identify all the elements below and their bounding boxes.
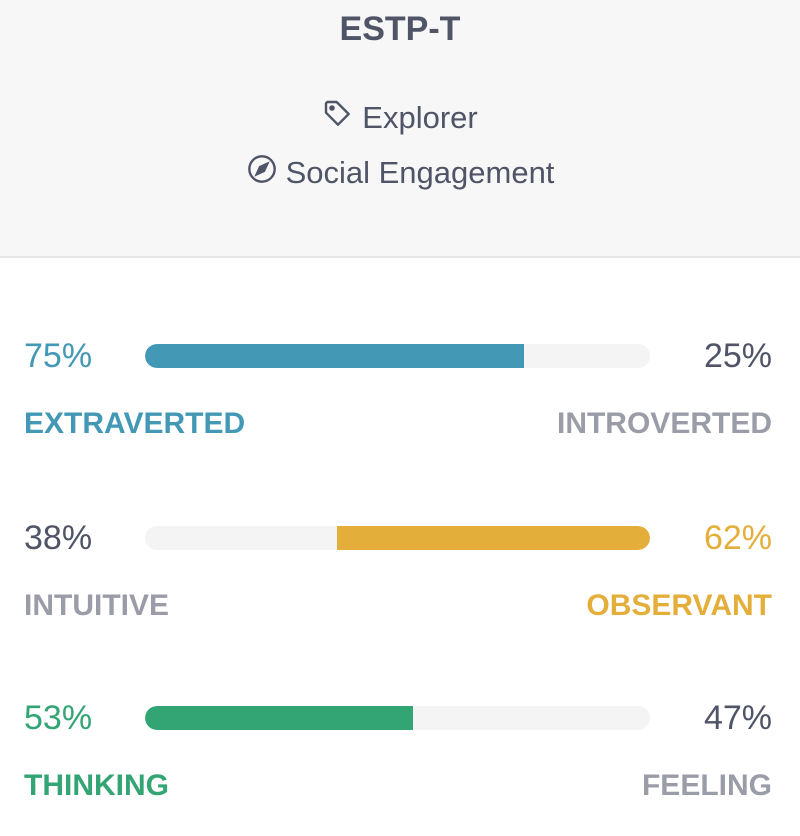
trait-bar-fill [336, 526, 650, 550]
role-label: Explorer [362, 100, 478, 135]
tag-icon [322, 98, 354, 138]
right-label: INTROVERTED [556, 407, 772, 440]
compass-icon [246, 153, 278, 193]
trait-row-nature: 53% 47% THINKING FEELING [0, 696, 800, 836]
trait-bar [145, 526, 650, 550]
trait-bar [145, 344, 650, 368]
trait-bar-fill [145, 344, 524, 368]
trait-row-energy: 75% 25% EXTRAVERTED INTROVERTED [0, 334, 800, 474]
right-label: FEELING [641, 769, 772, 802]
left-percent: 53% [24, 699, 93, 737]
left-percent: 75% [24, 337, 93, 375]
trait-bar [145, 706, 650, 730]
strategy-line: Social Engagement [0, 153, 800, 193]
type-code-title: ESTP-T [339, 10, 461, 48]
left-percent: 38% [24, 519, 93, 557]
trait-row-mind: 38% 62% INTUITIVE OBSERVANT [0, 516, 800, 656]
right-percent: 62% [703, 519, 772, 557]
type-header: ESTP-T Explorer Social Engagement [0, 0, 800, 258]
trait-bar-fill [145, 706, 413, 730]
right-label: OBSERVANT [586, 589, 772, 622]
left-label: INTUITIVE [24, 589, 170, 622]
right-percent: 47% [703, 699, 772, 737]
left-label: THINKING [24, 769, 169, 802]
left-label: EXTRAVERTED [24, 407, 246, 440]
role-line: Explorer [0, 98, 800, 138]
strategy-label: Social Engagement [285, 155, 555, 190]
right-percent: 25% [703, 337, 772, 375]
